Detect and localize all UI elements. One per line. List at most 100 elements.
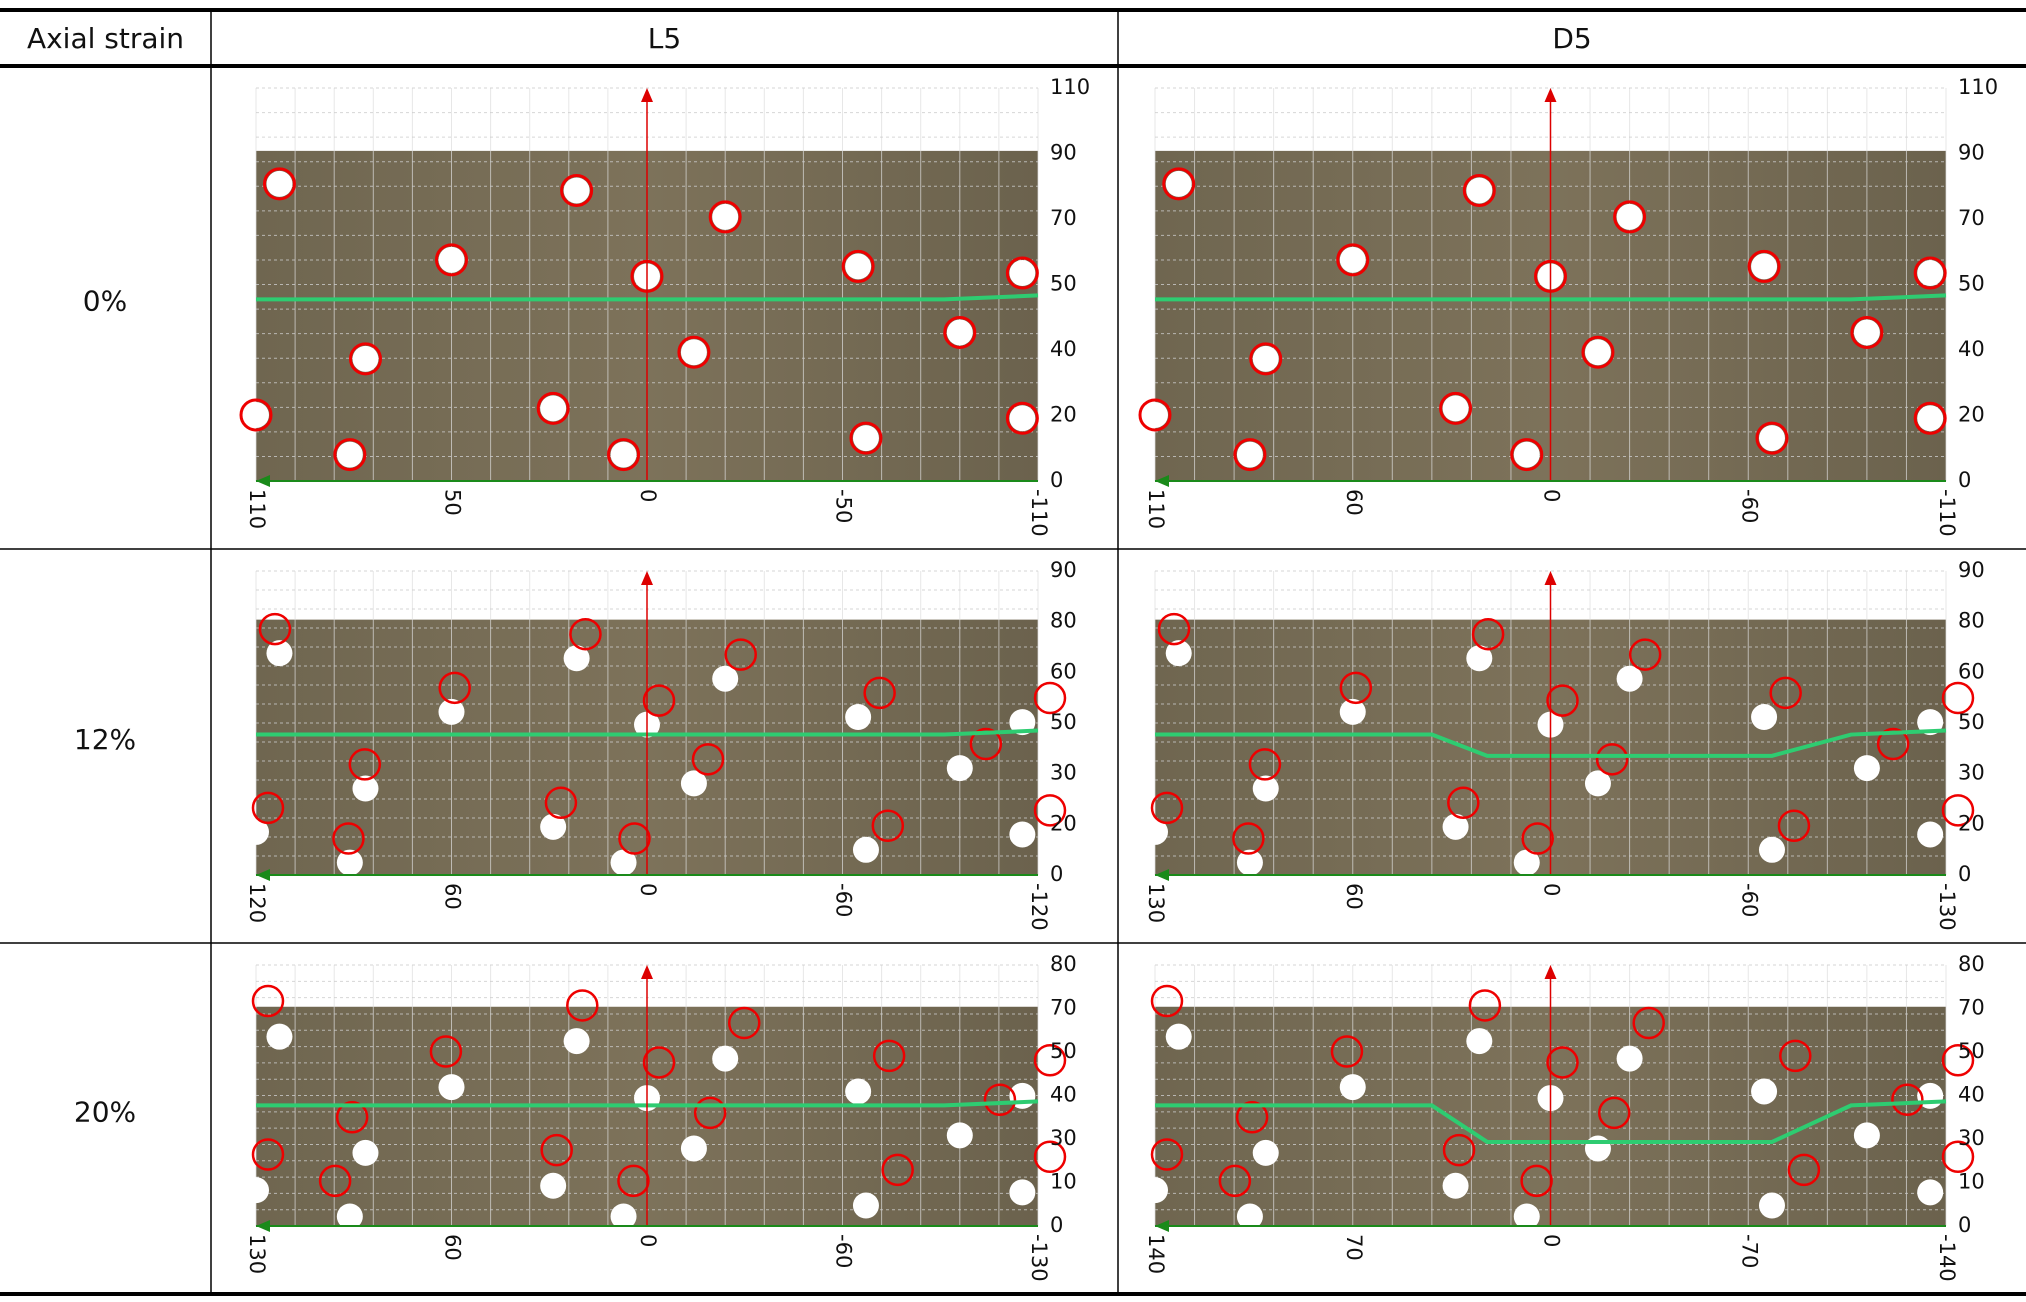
marker-circle [1597,1096,1631,1130]
x-tick-label: -110 [1027,489,1051,537]
marker-dot [1009,260,1036,287]
y-tick-label: 50 [1050,1039,1077,1063]
marker-dot [1513,849,1540,876]
row-label: 0% [83,285,127,318]
marker-circle [429,1035,463,1068]
marker-circle [1218,1164,1252,1198]
marker-circle [1941,1140,1975,1173]
marker-circle [1941,1044,1975,1077]
y-tick-label: 80 [1958,952,1985,976]
marker-dot [1584,1135,1611,1162]
marker-dot [1513,441,1540,468]
marker-circle [677,335,711,369]
y-tick-label: 20 [1958,811,1985,835]
marker-circle [1233,438,1267,472]
x-tick-label: 130 [1144,883,1168,923]
marker-circle [1613,200,1647,234]
marker-dot [712,203,739,230]
marker-dot [1252,345,1279,372]
marker-dot [852,425,879,452]
y-tick-label: 50 [1050,272,1077,296]
marker-dot [1917,260,1944,287]
y-tick-label: 0 [1050,1213,1063,1237]
y-tick-label: 80 [1958,609,1985,633]
marker-circle [1150,791,1184,825]
marker-dot [1165,170,1192,197]
axis-arrow-head [641,88,653,102]
y-tick-label: 90 [1050,141,1077,165]
marker-dot [438,246,465,273]
marker-dot [1513,1203,1540,1230]
marker-circle [1157,612,1191,646]
boundary-line [256,728,1039,737]
table-rules [0,8,2026,1296]
y-tick-label: 50 [1050,710,1077,734]
base-arrow-head [256,475,270,487]
marker-circle [435,243,468,277]
marker-dot [1466,177,1493,204]
marker-circle [1769,676,1802,710]
marker-circle [1249,342,1283,376]
marker-circle [1471,617,1505,651]
y-tick-label: 50 [1958,272,1985,296]
base-arrow-head [1155,475,1169,487]
marker-circle [1150,984,1184,1018]
marker-dot [1339,246,1366,273]
marker-circle [251,791,285,825]
marker-dot [1616,203,1643,230]
marker-dot [540,395,567,422]
marker-circle [1520,1164,1553,1198]
marker-dot [1009,405,1036,432]
marker-circle [1913,401,1947,435]
marker-dot [1584,770,1611,797]
marker-circle [691,743,725,776]
y-tick-label: 70 [1050,206,1077,230]
marker-dot [1616,1045,1643,1072]
marker-circle [1033,681,1067,715]
y-tick-label: 0 [1958,468,1971,492]
x-tick-label: 60 [441,883,465,910]
marker-circle [849,421,883,455]
marker-dot [438,1074,465,1101]
marker-circle [1232,822,1265,855]
marker-dot [438,698,465,725]
y-tick-label: 60 [1958,659,1985,683]
marker-dot [243,1177,269,1204]
header-cell: Axial strain [27,22,184,55]
y-tick-label: 30 [1050,1126,1077,1150]
marker-dot [1339,698,1366,725]
y-tick-label: 30 [1050,761,1077,785]
marker-circle [262,167,296,201]
marker-circle [536,391,570,425]
x-tick-label: -70 [1737,1234,1761,1268]
marker-dot [946,319,973,346]
marker-circle [1581,335,1615,369]
marker-circle [1510,438,1544,472]
marker-dot [1917,709,1944,736]
y-tick-label: 10 [1050,1170,1077,1194]
marker-dot [352,775,379,802]
marker-circle [1632,1006,1665,1040]
marker-circle [881,1153,914,1187]
x-tick-label: 60 [1342,883,1366,910]
marker-circle [569,617,602,651]
marker-dot [712,665,739,692]
marker-circle [1777,809,1811,842]
marker-circle [1439,391,1473,425]
header-cell: L5 [648,22,681,55]
axis-arrow-head [1544,571,1557,585]
marker-circle [348,342,382,376]
marker-circle [871,809,905,842]
base-arrow-head [1155,869,1169,881]
marker-dot [540,813,567,840]
marker-circle [1339,671,1373,705]
base-arrow-head [1155,1220,1169,1232]
y-tick-label: 10 [1958,1170,1985,1194]
marker-circle [1447,786,1480,819]
x-tick-label: -60 [832,883,856,917]
x-tick-label: -50 [832,489,856,523]
y-tick-label: 20 [1958,403,1985,427]
marker-circle [969,727,1003,761]
marker-circle [1521,822,1554,855]
